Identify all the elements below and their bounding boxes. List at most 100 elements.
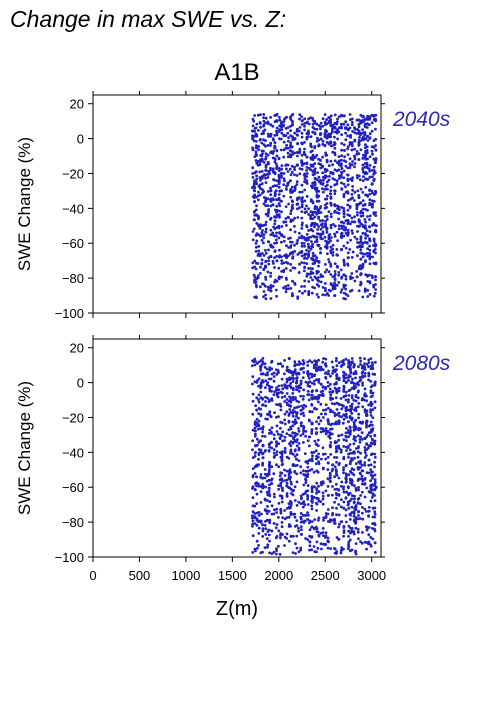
data-point [252,273,256,277]
data-point [302,441,305,444]
data-point [279,148,283,152]
data-point [271,203,275,207]
data-point [350,272,354,275]
data-point [310,430,314,433]
data-point [330,402,334,405]
data-point [327,422,330,426]
data-point [268,492,271,496]
data-point [373,506,377,510]
data-point [308,459,312,462]
data-point [361,245,364,249]
data-point [349,369,353,373]
data-point [346,123,350,127]
data-point [337,155,341,159]
data-point [338,522,341,526]
data-point [288,357,291,360]
data-point [316,438,320,442]
data-point [269,141,273,145]
data-point [337,376,341,380]
data-point [255,146,259,150]
data-point [309,235,312,239]
data-point [372,165,376,169]
data-point [300,135,304,139]
data-point [358,517,362,520]
data-point [257,427,260,431]
scatter-points [251,112,378,301]
data-point [306,518,309,521]
data-point [319,247,322,251]
data-point [257,377,261,381]
data-point [303,279,307,283]
data-point [251,496,255,499]
data-point [251,172,255,175]
data-point [315,122,319,126]
data-point [360,431,364,434]
data-point [317,138,321,142]
data-point [312,470,316,474]
data-point [256,274,260,278]
data-point [359,459,362,463]
data-point [281,516,285,520]
data-point [282,286,286,290]
data-point [331,365,335,369]
data-point [275,119,278,122]
data-point [263,476,267,480]
data-point [300,261,304,264]
data-point [275,430,279,433]
data-point [335,460,338,464]
data-point [303,285,306,288]
data-point [363,482,367,486]
data-point [344,381,348,384]
data-point [329,189,333,193]
data-point [375,224,378,228]
data-point [310,432,314,435]
data-point [346,208,350,212]
data-point [317,279,321,283]
data-point [281,533,284,536]
data-point [303,265,307,269]
data-point [269,193,273,197]
data-point [301,513,305,517]
data-point [347,400,350,404]
data-point [335,493,339,497]
data-point [330,128,334,132]
data-point [348,491,352,495]
data-point [280,391,284,395]
data-point [292,387,295,390]
data-point [329,245,333,249]
data-point [291,452,295,456]
data-point [254,267,258,271]
data-point [290,292,294,295]
data-point [280,494,284,498]
data-point [326,292,329,295]
data-point [266,270,270,274]
data-point [373,406,377,410]
data-point [327,420,330,424]
data-point [313,210,316,214]
data-point [260,157,264,161]
data-point [280,164,284,168]
data-point [272,492,276,496]
data-point [261,252,264,255]
data-point [329,273,333,276]
data-point [297,400,301,404]
data-point [335,368,338,372]
data-point [329,215,333,219]
data-point [280,452,284,456]
data-point [313,120,317,123]
data-point [350,361,354,365]
data-point [352,423,356,427]
data-point [277,487,280,491]
data-point [257,510,261,514]
data-point [257,398,260,401]
data-point [295,133,299,137]
data-point [344,228,347,232]
data-point [255,174,258,178]
data-point [264,230,268,234]
data-point [334,496,338,500]
data-point [259,285,262,289]
data-point [299,379,303,383]
data-point [352,510,356,514]
data-point [329,547,332,550]
data-point [317,422,321,426]
